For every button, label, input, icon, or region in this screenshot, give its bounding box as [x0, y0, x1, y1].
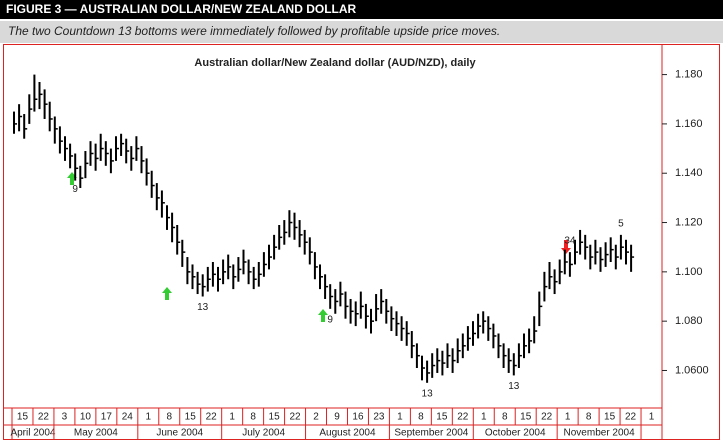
day-label: 8 — [502, 412, 508, 423]
day-label: 9 — [334, 412, 340, 423]
day-label: 8 — [250, 412, 256, 423]
subtitle-band — [0, 21, 723, 43]
month-label: October 2004 — [485, 428, 546, 439]
day-label: 23 — [373, 412, 385, 423]
day-label: 15 — [520, 412, 532, 423]
day-label: 22 — [206, 412, 218, 423]
day-label: 15 — [185, 412, 197, 423]
y-tick-label: 1.160 — [675, 118, 703, 130]
day-label: 15 — [269, 412, 281, 423]
day-label: 8 — [418, 412, 424, 423]
day-label: 1 — [649, 412, 655, 423]
day-label: 22 — [625, 412, 637, 423]
day-label: 22 — [457, 412, 469, 423]
month-label: May 2004 — [74, 428, 118, 439]
day-label: 8 — [166, 412, 172, 423]
day-label: 3 — [62, 412, 68, 423]
count-label: 13 — [508, 381, 520, 392]
day-label: 1 — [481, 412, 487, 423]
y-tick-label: 1.180 — [675, 68, 703, 80]
y-tick-label: 1.0600 — [675, 364, 709, 376]
day-label: 1 — [397, 412, 403, 423]
day-label: 22 — [290, 412, 302, 423]
month-label: November 2004 — [564, 428, 636, 439]
count-label: 9 — [72, 184, 78, 195]
day-label: 15 — [436, 412, 448, 423]
y-tick-label: 1.140 — [675, 167, 703, 179]
day-label: 16 — [352, 412, 364, 423]
day-label: 22 — [541, 412, 553, 423]
y-tick-label: 1.100 — [675, 266, 703, 278]
day-label: 2 — [313, 412, 319, 423]
chart-frame — [3, 44, 720, 440]
count-label: 13 — [422, 389, 434, 400]
day-label: 10 — [80, 412, 92, 423]
month-label: August 2004 — [319, 428, 376, 439]
day-label: 1 — [146, 412, 152, 423]
figure-label: FIGURE 3 — AUSTRALIAN DOLLAR/NEW ZEALAND… — [6, 2, 357, 16]
day-label: 15 — [604, 412, 616, 423]
buy-arrow — [318, 309, 328, 322]
y-tick-label: 1.080 — [675, 315, 703, 327]
y-tick-label: 1.120 — [675, 216, 703, 228]
day-label: 17 — [101, 412, 113, 423]
day-label: 1 — [229, 412, 235, 423]
buy-arrow — [162, 287, 172, 300]
month-label: April 2004 — [10, 428, 55, 439]
count-label: 9 — [327, 315, 333, 326]
day-label: 1 — [565, 412, 571, 423]
count-label: 34 — [564, 236, 576, 247]
month-label: June 2004 — [156, 428, 203, 439]
count-label: 5 — [618, 218, 624, 229]
subtitle: The two Countdown 13 bottoms were immedi… — [8, 24, 500, 38]
month-label: September 2004 — [394, 428, 468, 439]
day-label: 24 — [122, 412, 134, 423]
header-bar — [0, 0, 723, 19]
sell-arrow — [561, 240, 571, 254]
month-label: July 2004 — [242, 428, 285, 439]
day-label: 22 — [38, 412, 50, 423]
chart-title: Australian dollar/New Zealand dollar (AU… — [194, 57, 476, 69]
day-label: 15 — [17, 412, 29, 423]
count-label: 13 — [197, 302, 209, 313]
day-label: 8 — [586, 412, 592, 423]
